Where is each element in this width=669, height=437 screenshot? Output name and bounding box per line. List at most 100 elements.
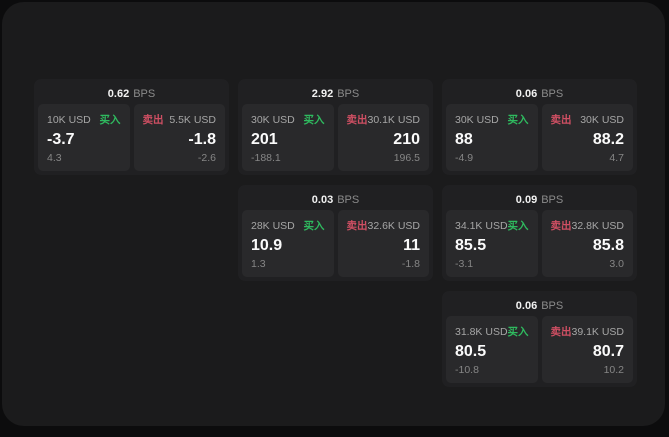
sell-delta: 3.0 — [609, 258, 624, 270]
bps-value: 2.92 — [311, 87, 334, 100]
sell-panel-top: 5.5K USD 卖出 — [143, 112, 217, 127]
sell-tag: 卖出 — [346, 114, 368, 126]
buy-price: 88 — [455, 130, 473, 148]
bps-value: 0.06 — [515, 87, 538, 100]
sell-tag: 卖出 — [550, 114, 572, 126]
buy-tag: 买入 — [507, 220, 529, 232]
sell-delta: 10.2 — [603, 364, 624, 376]
bps-value: 0.03 — [311, 193, 334, 206]
buy-panel[interactable]: 28K USD 买入 10.9 1.3 — [242, 210, 334, 277]
sell-panel-top: 32.6K USD 卖出 — [347, 218, 421, 233]
sell-amount: 32.6K USD — [367, 219, 421, 232]
sell-panel[interactable]: 39.1K USD 卖出 80.7 10.2 — [541, 316, 633, 383]
quote-panels: 34.1K USD 买入 85.5 -3.1 32.8K USD 卖出 85.8… — [446, 210, 633, 277]
sell-tag: 卖出 — [550, 220, 572, 232]
buy-price: 85.5 — [455, 236, 487, 254]
sell-panel-top: 39.1K USD 卖出 — [551, 324, 625, 339]
buy-amount: 34.1K USD — [455, 219, 508, 232]
buy-panel[interactable]: 31.8K USD 买入 80.5 -10.8 — [446, 316, 538, 383]
buy-price: 201 — [251, 130, 278, 148]
buy-amount: 30K USD — [455, 113, 499, 126]
buy-tag: 买入 — [303, 220, 325, 232]
buy-amount: 10K USD — [47, 113, 91, 126]
buy-tag: 买入 — [99, 114, 121, 126]
sell-delta: 196.5 — [393, 152, 420, 164]
bps-value: 0.09 — [515, 193, 538, 206]
bps-unit-label: BPS — [337, 193, 360, 206]
quote-panels: 10K USD 买入 -3.7 4.3 5.5K USD 卖出 -1.8 -2.… — [38, 104, 225, 171]
sell-panel[interactable]: 5.5K USD 卖出 -1.8 -2.6 — [133, 104, 225, 171]
buy-amount: 28K USD — [251, 219, 295, 232]
sell-tag: 卖出 — [550, 326, 572, 338]
sell-price: 210 — [393, 130, 420, 148]
buy-delta: -3.1 — [455, 258, 474, 270]
quote-panels: 30K USD 买入 88 -4.9 30K USD 卖出 88.2 4.7 — [446, 104, 633, 171]
quote-card: 0.03 BPS 28K USD 买入 10.9 1.3 32.6K USD 卖… — [238, 185, 433, 281]
card-header: 0.62 BPS — [38, 83, 225, 104]
sell-price: 80.7 — [592, 342, 624, 360]
card-header: 0.06 BPS — [446, 295, 633, 316]
card-header: 0.03 BPS — [242, 189, 429, 210]
quote-card: 2.92 BPS 30K USD 买入 201 -188.1 30.1K USD… — [238, 79, 433, 175]
quote-card: 0.06 BPS 30K USD 买入 88 -4.9 30K USD 卖出 8… — [442, 79, 637, 175]
buy-panel[interactable]: 34.1K USD 买入 85.5 -3.1 — [446, 210, 538, 277]
sell-amount: 5.5K USD — [169, 113, 216, 126]
sell-delta: -1.8 — [401, 258, 420, 270]
buy-panel[interactable]: 10K USD 买入 -3.7 4.3 — [38, 104, 130, 171]
quote-card: 0.09 BPS 34.1K USD 买入 85.5 -3.1 32.8K US… — [442, 185, 637, 281]
bps-unit-label: BPS — [337, 87, 360, 100]
buy-panel-top: 30K USD 买入 — [455, 112, 529, 127]
sell-panel-top: 30.1K USD 卖出 — [347, 112, 421, 127]
buy-amount: 30K USD — [251, 113, 295, 126]
sell-price: 11 — [403, 236, 420, 254]
bps-value: 0.06 — [515, 299, 538, 312]
sell-panel[interactable]: 30K USD 卖出 88.2 4.7 — [541, 104, 633, 171]
buy-tag: 买入 — [507, 114, 529, 126]
sell-delta: -2.6 — [197, 152, 216, 164]
quote-panels: 30K USD 买入 201 -188.1 30.1K USD 卖出 210 1… — [242, 104, 429, 171]
sell-price: 85.8 — [592, 236, 624, 254]
sell-price: 88.2 — [592, 130, 624, 148]
buy-delta: 1.3 — [251, 258, 266, 270]
buy-delta: -4.9 — [455, 152, 474, 164]
buy-panel-top: 34.1K USD 买入 — [455, 218, 529, 233]
buy-delta: -188.1 — [251, 152, 281, 164]
bps-unit-label: BPS — [541, 299, 564, 312]
sell-tag: 卖出 — [346, 220, 368, 232]
bps-unit-label: BPS — [541, 87, 564, 100]
sell-tag: 卖出 — [142, 114, 164, 126]
buy-price: 80.5 — [455, 342, 487, 360]
sell-amount: 32.8K USD — [571, 219, 625, 232]
sell-panel[interactable]: 30.1K USD 卖出 210 196.5 — [337, 104, 429, 171]
buy-tag: 买入 — [507, 326, 529, 338]
sell-amount: 30K USD — [580, 113, 624, 126]
buy-tag: 买入 — [303, 114, 325, 126]
bps-unit-label: BPS — [541, 193, 564, 206]
buy-panel-top: 31.8K USD 买入 — [455, 324, 529, 339]
card-header: 0.09 BPS — [446, 189, 633, 210]
sell-amount: 39.1K USD — [571, 325, 625, 338]
buy-panel[interactable]: 30K USD 买入 88 -4.9 — [446, 104, 538, 171]
card-header: 0.06 BPS — [446, 83, 633, 104]
sell-panel-top: 30K USD 卖出 — [551, 112, 625, 127]
quote-card: 0.06 BPS 31.8K USD 买入 80.5 -10.8 39.1K U… — [442, 291, 637, 387]
buy-price: -3.7 — [47, 130, 75, 148]
buy-amount: 31.8K USD — [455, 325, 508, 338]
quote-panels: 31.8K USD 买入 80.5 -10.8 39.1K USD 卖出 80.… — [446, 316, 633, 383]
buy-delta: 4.3 — [47, 152, 62, 164]
buy-panel-top: 30K USD 买入 — [251, 112, 325, 127]
sell-panel[interactable]: 32.8K USD 卖出 85.8 3.0 — [541, 210, 633, 277]
bps-value: 0.62 — [107, 87, 130, 100]
sell-delta: 4.7 — [609, 152, 624, 164]
sell-panel[interactable]: 32.6K USD 卖出 11 -1.8 — [337, 210, 429, 277]
cards-grid: 0.62 BPS 10K USD 买入 -3.7 4.3 5.5K USD 卖出… — [34, 79, 637, 387]
bps-unit-label: BPS — [133, 87, 156, 100]
buy-delta: -10.8 — [455, 364, 479, 376]
quote-card: 0.62 BPS 10K USD 买入 -3.7 4.3 5.5K USD 卖出… — [34, 79, 229, 175]
sell-amount: 30.1K USD — [367, 113, 421, 126]
buy-panel-top: 28K USD 买入 — [251, 218, 325, 233]
buy-price: 10.9 — [251, 236, 283, 254]
sell-panel-top: 32.8K USD 卖出 — [551, 218, 625, 233]
sell-price: -1.8 — [188, 130, 216, 148]
buy-panel[interactable]: 30K USD 买入 201 -188.1 — [242, 104, 334, 171]
